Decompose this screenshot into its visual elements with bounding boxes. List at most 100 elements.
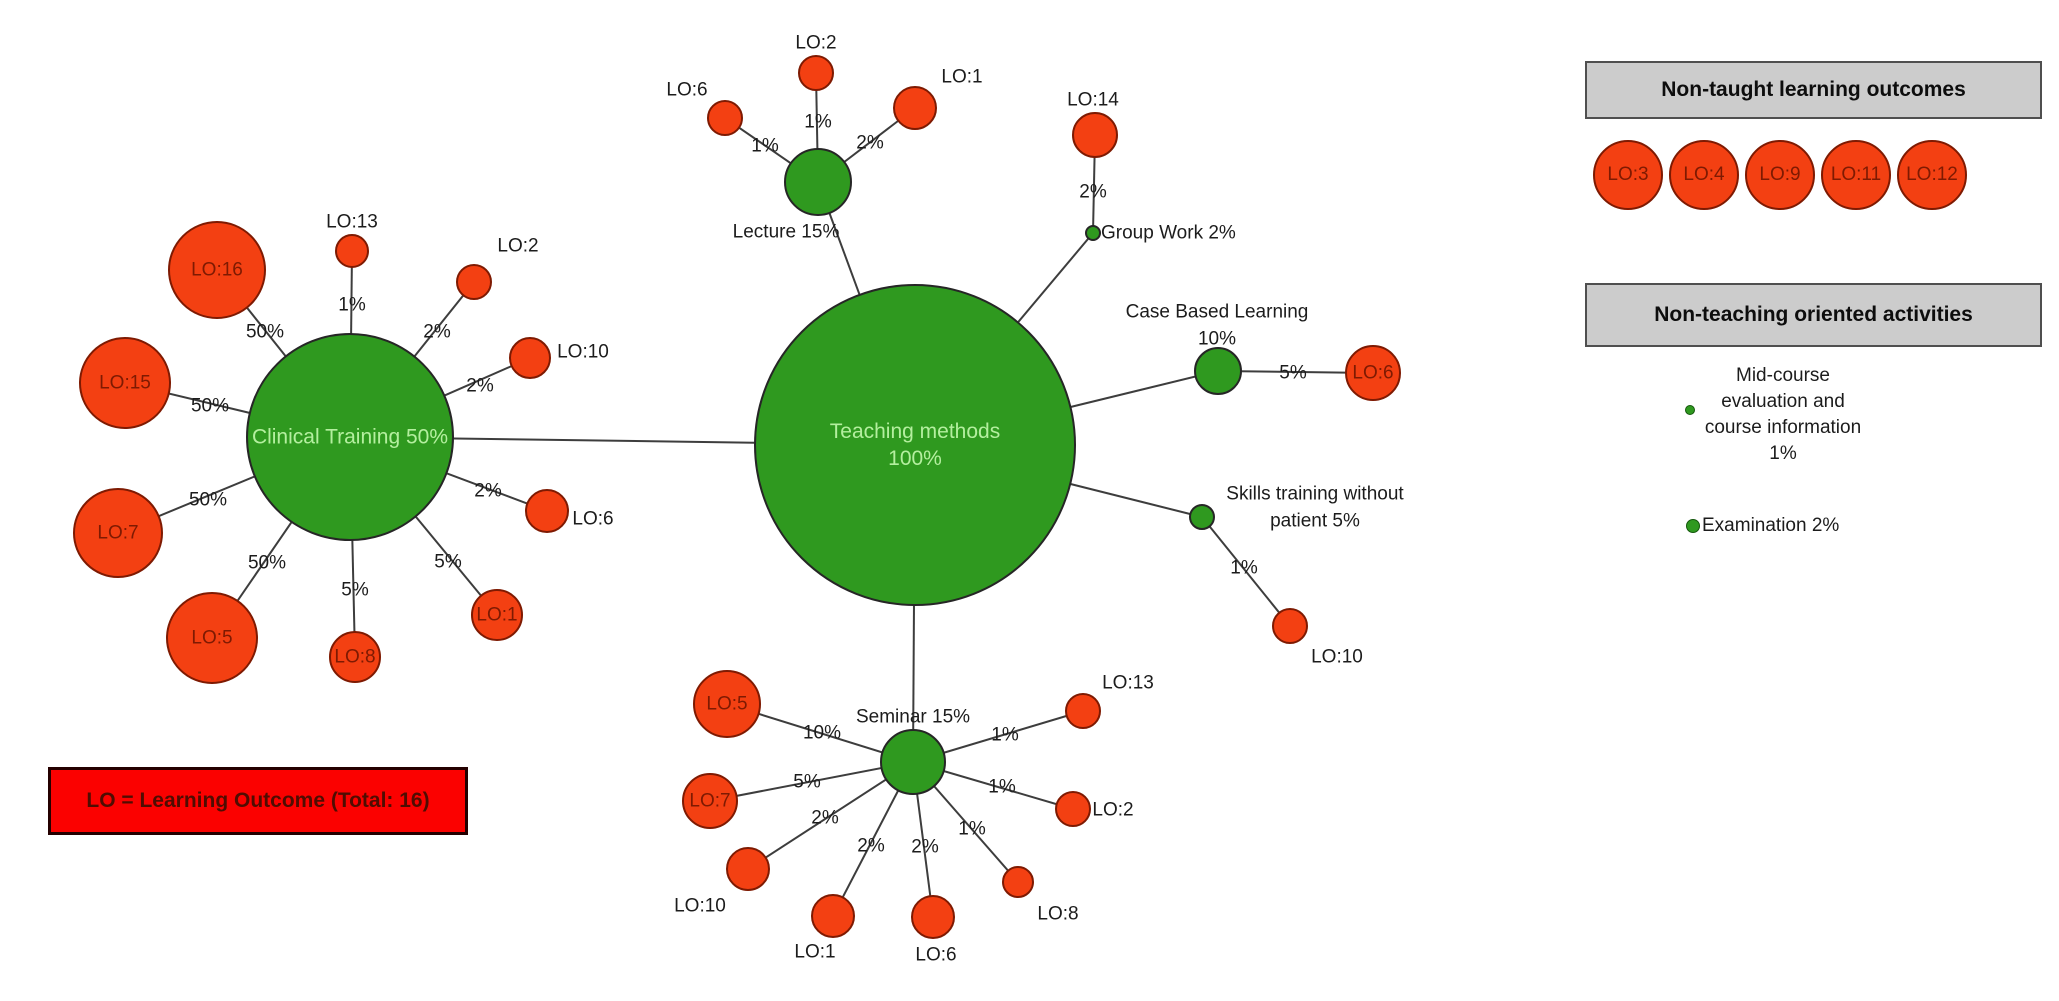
node-label-se-lo13: LO:13 (1102, 673, 1154, 694)
node-cl-lo10 (509, 337, 551, 379)
node-le-lo6 (707, 100, 743, 136)
edge-label-lecture-le-lo2: 1% (804, 112, 832, 133)
node-label-casebased: Case Based Learning (1126, 302, 1309, 323)
node-cl-lo1 (471, 589, 523, 641)
node-se-lo6 (911, 895, 955, 939)
edge-seminar-se-lo7 (709, 761, 914, 802)
non-teaching-header-label: Non-teaching oriented activities (1654, 303, 1973, 326)
node-lecture (784, 148, 852, 216)
node-label-sk-lo10: LO:10 (1311, 647, 1363, 668)
node-label-cl-lo1: LO:1 (476, 605, 517, 626)
node-label-se-lo8: LO:8 (1037, 904, 1078, 925)
node-label-cl-lo8: LO:8 (334, 647, 375, 668)
edge-label-clinical-cl-lo16: 50% (246, 322, 284, 343)
node-label-clinical: Clinical Training 50% (252, 426, 448, 449)
legend-box: LO = Learning Outcome (Total: 16) (48, 767, 468, 835)
node-label-cl-lo7: LO:7 (97, 523, 138, 544)
node-groupwork (1085, 225, 1101, 241)
examination-item: Examination 2% (1686, 513, 1839, 539)
non-taught-outcome-lo12: LO:12 (1897, 140, 1967, 210)
edge-label-clinical-cl-lo8: 5% (341, 580, 369, 601)
node-cl-lo2 (456, 264, 492, 300)
midcourse-label-line: Mid-course (1736, 365, 1830, 386)
node-label-teaching: 100% (888, 447, 942, 470)
edge-label-casebased-cb-lo6: 5% (1279, 363, 1307, 384)
non-taught-header-label: Non-taught learning outcomes (1661, 78, 1966, 101)
node-label-se-lo1: LO:1 (794, 942, 835, 963)
node-label-cb-lo6: LO:6 (1352, 363, 1393, 384)
non-teaching-header: Non-teaching oriented activities (1585, 283, 2042, 347)
node-se-lo1 (811, 894, 855, 938)
non-taught-outcome-lo4: LO:4 (1669, 140, 1739, 210)
node-se-lo8 (1002, 866, 1034, 898)
node-label-gw-lo14: LO:14 (1067, 90, 1119, 111)
node-label-se-lo7: LO:7 (689, 791, 730, 812)
node-label-casebased: 10% (1198, 329, 1236, 350)
node-le-lo2 (798, 55, 834, 91)
edge-label-lecture-le-lo1: 2% (856, 133, 884, 154)
node-label-cl-lo10: LO:10 (557, 342, 609, 363)
non-taught-header: Non-taught learning outcomes (1585, 61, 2042, 119)
edge-label-lecture-le-lo6: 1% (751, 136, 779, 157)
non-taught-outcome-lo11: LO:11 (1821, 140, 1891, 210)
edge-skills-sk-lo10 (1201, 516, 1291, 627)
node-seminar (880, 729, 946, 795)
node-cl-lo15 (79, 337, 171, 429)
edge-label-seminar-se-lo6: 2% (911, 837, 939, 858)
node-label-se-lo10: LO:10 (674, 896, 726, 917)
edge-label-clinical-cl-lo13: 1% (338, 295, 366, 316)
node-sk-lo10 (1272, 608, 1308, 644)
midcourse-label: Mid-course evaluation and course informa… (1697, 363, 1869, 467)
edge-label-seminar-se-lo13: 1% (991, 725, 1019, 746)
examination-dot-icon (1686, 519, 1700, 533)
node-label-le-lo2: LO:2 (795, 33, 836, 54)
node-cl-lo13 (335, 234, 369, 268)
node-label-se-lo2: LO:2 (1092, 800, 1133, 821)
node-se-lo13 (1065, 693, 1101, 729)
node-cl-lo16 (168, 221, 266, 319)
node-label-le-lo6: LO:6 (666, 80, 707, 101)
node-clinical (246, 333, 454, 541)
non-taught-outcomes-row: LO:3 LO:4 LO:9 LO:11 LO:12 (1593, 140, 1967, 210)
node-label-skills: patient 5% (1270, 511, 1360, 532)
edge-label-skills-sk-lo10: 1% (1230, 558, 1258, 579)
node-cb-lo6 (1345, 345, 1401, 401)
edge-label-clinical-cl-lo10: 2% (466, 376, 494, 397)
node-label-lecture: Lecture 15% (733, 222, 840, 243)
edge-label-clinical-cl-lo7: 50% (189, 490, 227, 511)
non-taught-outcome-lo9: LO:9 (1745, 140, 1815, 210)
edge-label-clinical-cl-lo5: 50% (248, 553, 286, 574)
node-label-seminar: Seminar 15% (856, 707, 970, 728)
non-taught-outcome-lo3: LO:3 (1593, 140, 1663, 210)
node-gw-lo14 (1072, 112, 1118, 158)
legend-label: LO = Learning Outcome (Total: 16) (86, 789, 430, 812)
node-label-cl-lo2: LO:2 (497, 236, 538, 257)
node-teaching (754, 284, 1076, 606)
node-skills (1189, 504, 1215, 530)
node-label-cl-lo6: LO:6 (572, 509, 613, 530)
edge-label-seminar-se-lo8: 1% (958, 819, 986, 840)
node-label-cl-lo5: LO:5 (191, 628, 232, 649)
node-le-lo1 (893, 86, 937, 130)
node-cl-lo8 (329, 631, 381, 683)
examination-label: Examination 2% (1702, 515, 1840, 536)
edge-label-seminar-se-lo2: 1% (988, 777, 1016, 798)
node-cl-lo7 (73, 488, 163, 578)
node-label-teaching: Teaching methods (830, 420, 1000, 443)
midcourse-label-line: evaluation and (1721, 391, 1845, 412)
edge-label-clinical-cl-lo2: 2% (423, 322, 451, 343)
midcourse-label-line: 1% (1769, 443, 1797, 464)
edge-label-seminar-se-lo10: 2% (811, 808, 839, 829)
node-se-lo2 (1055, 791, 1091, 827)
node-label-groupwork: Group Work 2% (1101, 223, 1236, 244)
node-label-skills: Skills training without (1226, 484, 1404, 505)
node-cl-lo5 (166, 592, 258, 684)
edge-label-clinical-cl-lo6: 2% (474, 481, 502, 502)
node-se-lo10 (726, 847, 770, 891)
node-label-cl-lo16: LO:16 (191, 260, 243, 281)
node-se-lo5 (693, 670, 761, 738)
node-label-cl-lo13: LO:13 (326, 212, 378, 233)
node-label-le-lo1: LO:1 (941, 67, 982, 88)
